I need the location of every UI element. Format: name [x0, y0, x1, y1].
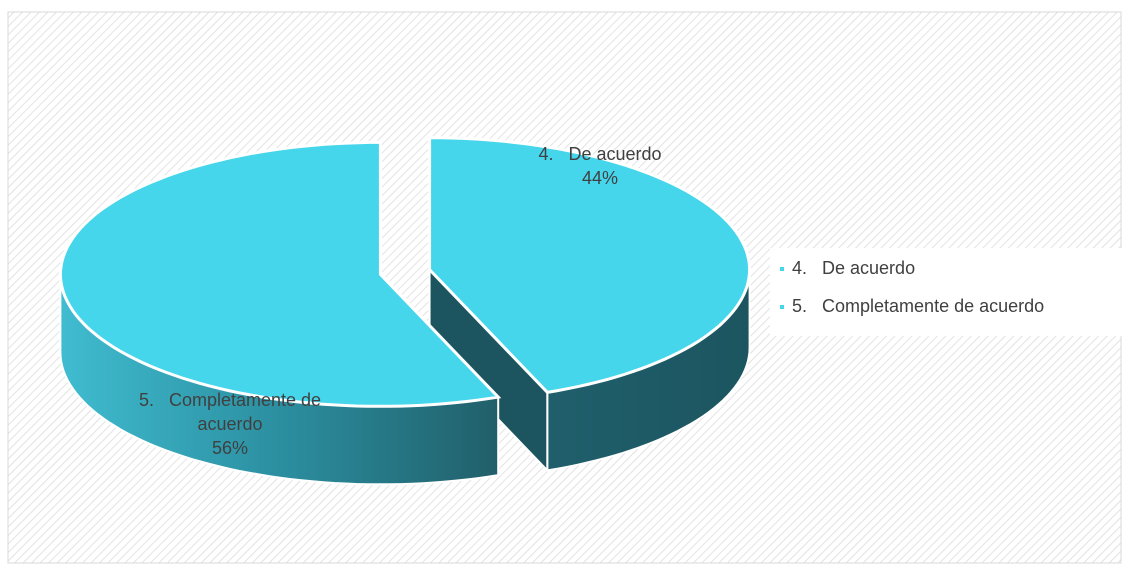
legend-label: 4. De acuerdo	[792, 258, 916, 278]
slice	[428, 136, 751, 395]
slice	[58, 140, 502, 408]
legend: 4. De acuerdo 5. Completamente de acuerdo	[770, 248, 1122, 336]
data-label: 4. De acuerdo 44%	[500, 142, 700, 190]
legend-marker	[780, 305, 784, 310]
legend-entry: 4. De acuerdo	[780, 258, 915, 279]
legend-entry: 5. Completamente de acuerdo	[780, 296, 1044, 317]
pie	[58, 136, 751, 486]
legend-label: 5. Completamente de acuerdo	[792, 296, 1045, 316]
data-label-category: 4. De acuerdo	[538, 144, 662, 164]
legend-marker	[780, 267, 784, 272]
data-label-value: 44%	[581, 168, 619, 188]
data-label-category: 5. Completamente de acuerdo	[138, 390, 327, 434]
data-label: 5. Completamente de acuerdo 56%	[120, 388, 340, 460]
data-label-value: 56%	[211, 438, 249, 458]
